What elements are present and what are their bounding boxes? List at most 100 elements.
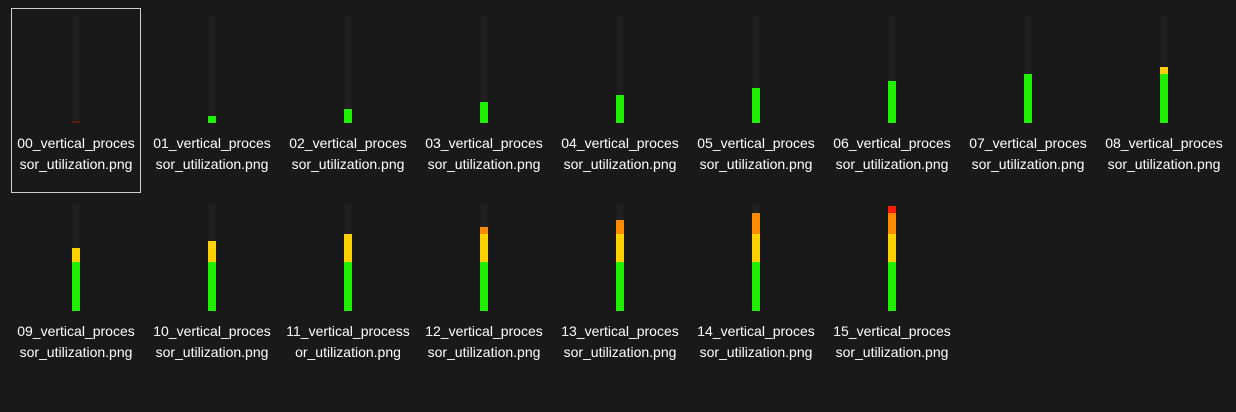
- meter-segment: [616, 297, 624, 304]
- meter-segment: [888, 95, 896, 102]
- meter-segment: [752, 109, 760, 116]
- meter-segment: [480, 255, 488, 262]
- meter-segment: [616, 234, 624, 241]
- meter-segment: [752, 248, 760, 255]
- vertical-meter-thumbnail: [964, 9, 1094, 129]
- meter-segment: [888, 241, 896, 248]
- vertical-meter-thumbnail: [1100, 9, 1230, 129]
- meter-segment: [480, 304, 488, 311]
- meter-segment: [752, 255, 760, 262]
- meter-segment: [888, 283, 896, 290]
- meter-segment: [888, 88, 896, 95]
- file-name-label: 10_vertical_processor_utilization.png: [153, 323, 271, 360]
- meter-segment: [752, 276, 760, 283]
- file-tile[interactable]: 00_vertical_processor_utilization.png: [11, 8, 141, 193]
- meter-segment: [344, 116, 352, 123]
- meter-segment: [752, 220, 760, 227]
- file-tile[interactable]: 06_vertical_processor_utilization.png: [827, 8, 957, 193]
- meter-segment: [752, 262, 760, 269]
- file-name-label: 12_vertical_processor_utilization.png: [425, 323, 543, 360]
- file-tile[interactable]: 12_vertical_processor_utilization.png: [419, 196, 549, 381]
- file-name-label: 15_vertical_processor_utilization.png: [833, 323, 951, 360]
- meter-segment: [208, 241, 216, 248]
- meter-segment: [616, 227, 624, 234]
- meter-empty-marker: [72, 121, 80, 123]
- meter-segment: [72, 276, 80, 283]
- meter-segment: [480, 248, 488, 255]
- file-name-label: 06_vertical_processor_utilization.png: [833, 135, 951, 172]
- meter-segment: [888, 304, 896, 311]
- meter-segment: [208, 269, 216, 276]
- file-tile[interactable]: 03_vertical_processor_utilization.png: [419, 8, 549, 193]
- meter-segment: [344, 304, 352, 311]
- file-tile[interactable]: 09_vertical_processor_utilization.png: [11, 196, 141, 381]
- vertical-meter-thumbnail: [148, 197, 278, 317]
- meter-segment: [752, 241, 760, 248]
- meter-segment: [72, 283, 80, 290]
- file-tile[interactable]: 05_vertical_processor_utilization.png: [691, 8, 821, 193]
- meter-segment: [344, 241, 352, 248]
- meter-segment: [344, 248, 352, 255]
- file-tile[interactable]: 07_vertical_processor_utilization.png: [963, 8, 1093, 193]
- meter-segment: [1160, 88, 1168, 95]
- meter-segment: [480, 297, 488, 304]
- file-name-label: 04_vertical_processor_utilization.png: [561, 135, 679, 172]
- meter-segment: [888, 297, 896, 304]
- file-tile[interactable]: 08_vertical_processor_utilization.png: [1099, 8, 1229, 193]
- meter-segment: [888, 102, 896, 109]
- file-name-label: 09_vertical_processor_utilization.png: [17, 323, 135, 360]
- meter-segment: [72, 248, 80, 255]
- file-name-label: 01_vertical_processor_utilization.png: [153, 135, 271, 172]
- meter-icon: [480, 205, 488, 311]
- file-name-label: 08_vertical_processor_utilization.png: [1105, 135, 1223, 172]
- file-tile[interactable]: 01_vertical_processor_utilization.png: [147, 8, 277, 193]
- file-tile[interactable]: 04_vertical_processor_utilization.png: [555, 8, 685, 193]
- file-tile[interactable]: 13_vertical_processor_utilization.png: [555, 196, 685, 381]
- meter-segment: [752, 102, 760, 109]
- meter-segment: [616, 220, 624, 227]
- vertical-meter-thumbnail: [828, 197, 958, 317]
- meter-segment: [480, 241, 488, 248]
- file-tile[interactable]: 10_vertical_processor_utilization.png: [147, 196, 277, 381]
- meter-segment: [72, 304, 80, 311]
- vertical-meter-thumbnail: [556, 9, 686, 129]
- meter-segment: [208, 116, 216, 123]
- meter-icon: [1024, 17, 1032, 123]
- meter-icon: [344, 17, 352, 123]
- meter-segment: [616, 102, 624, 109]
- meter-segment: [344, 283, 352, 290]
- vertical-meter-thumbnail: [12, 197, 142, 317]
- meter-segment: [480, 269, 488, 276]
- meter-segment: [888, 116, 896, 123]
- meter-segment: [888, 220, 896, 227]
- meter-icon: [72, 205, 80, 311]
- meter-segment: [208, 255, 216, 262]
- meter-segment: [752, 95, 760, 102]
- meter-segment: [616, 255, 624, 262]
- meter-segment: [480, 290, 488, 297]
- meter-segment: [616, 248, 624, 255]
- meter-segment: [208, 283, 216, 290]
- meter-icon: [888, 17, 896, 123]
- meter-segment: [480, 283, 488, 290]
- file-tile[interactable]: 14_vertical_processor_utilization.png: [691, 196, 821, 381]
- meter-segment: [344, 262, 352, 269]
- meter-segment: [1024, 74, 1032, 81]
- meter-segment: [752, 304, 760, 311]
- file-tile[interactable]: 11_vertical_processor_utilization.png: [283, 196, 413, 381]
- meter-segment: [616, 241, 624, 248]
- file-tile[interactable]: 02_vertical_processor_utilization.png: [283, 8, 413, 193]
- meter-segment: [888, 290, 896, 297]
- meter-segment: [480, 116, 488, 123]
- meter-segment: [888, 206, 896, 213]
- meter-segment: [344, 276, 352, 283]
- vertical-meter-thumbnail: [420, 9, 550, 129]
- file-tile[interactable]: 15_vertical_processor_utilization.png: [827, 196, 957, 381]
- meter-segment: [208, 276, 216, 283]
- meter-segment: [72, 255, 80, 262]
- meter-segment: [616, 269, 624, 276]
- vertical-meter-thumbnail: [284, 197, 414, 317]
- meter-segment: [1160, 95, 1168, 102]
- meter-segment: [752, 269, 760, 276]
